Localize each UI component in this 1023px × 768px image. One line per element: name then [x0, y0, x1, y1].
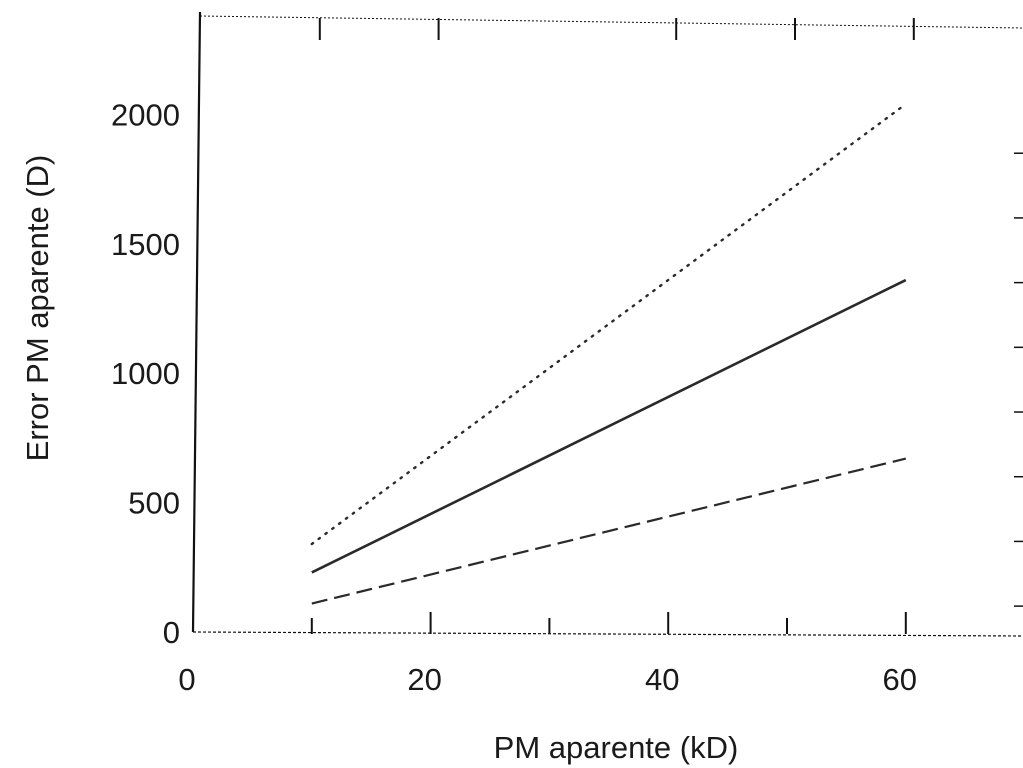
x-axis-title: PM aparente (kD) — [494, 730, 739, 765]
x-tick-label: 40 — [645, 662, 679, 697]
series-lines — [310, 102, 907, 605]
y-tick-label: 1000 — [111, 356, 180, 391]
y-tick-label: 2000 — [111, 97, 180, 132]
series-line-solid — [311, 278, 907, 574]
plot-frame — [191, 11, 1023, 637]
x-tick-label: 20 — [407, 662, 441, 697]
y-tick-label: 0 — [163, 615, 180, 650]
x-tick-labels: 0 20 40 60 — [178, 662, 917, 697]
x-tick-label: 0 — [178, 662, 195, 697]
y-tick-label: 500 — [128, 486, 180, 521]
top-border-line — [199, 15, 1023, 29]
series-line-dashed — [311, 457, 907, 605]
axis-ticks — [310, 18, 1023, 634]
y-axis-line — [191, 11, 202, 633]
y-tick-label: 1500 — [111, 227, 180, 262]
x-tick-label: 60 — [883, 662, 917, 697]
y-axis-title: Error PM aparente (D) — [20, 155, 55, 462]
x-axis-line — [192, 631, 1023, 637]
y-tick-labels: 0 500 1000 1500 2000 — [111, 97, 180, 650]
